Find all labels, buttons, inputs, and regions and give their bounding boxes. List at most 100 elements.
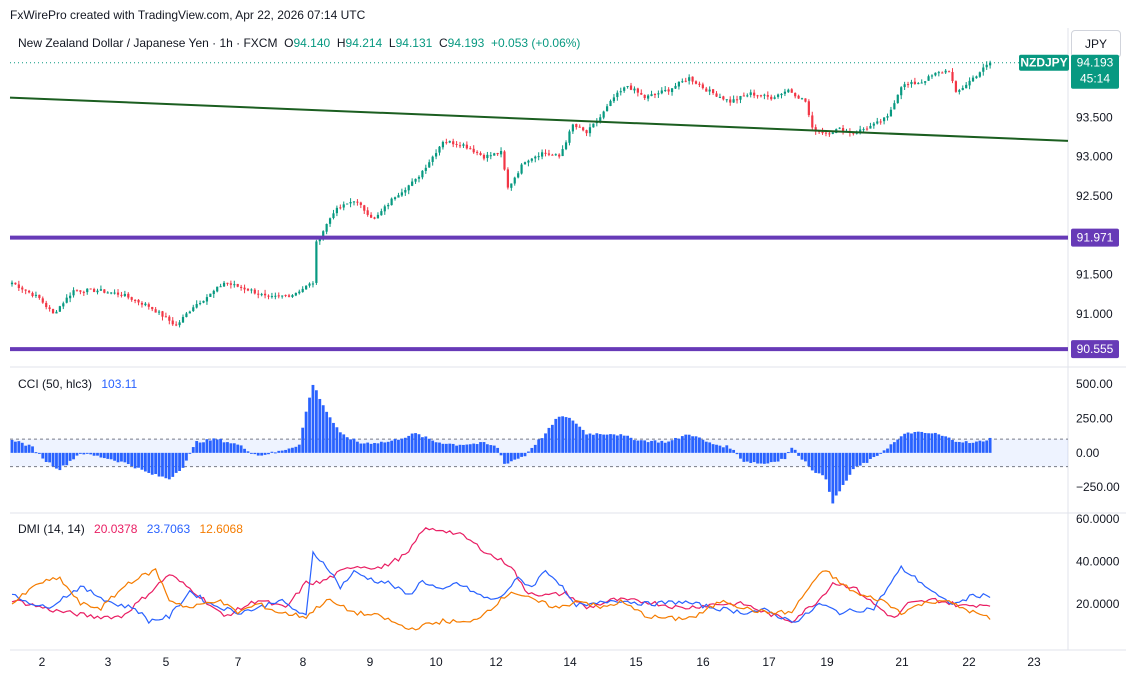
candle-body [404, 190, 407, 193]
cci-bar [479, 442, 482, 453]
cci-bar [674, 437, 677, 453]
cci-bar [226, 442, 229, 453]
cci-bar [595, 433, 599, 453]
cci-bar [352, 438, 356, 453]
candle-body [612, 97, 616, 102]
cci-bar [650, 440, 653, 453]
candle-body [373, 217, 376, 219]
cci-tick-label: 500.00 [1076, 377, 1113, 391]
candle-body [199, 303, 202, 305]
candle-body [397, 195, 400, 198]
cci-bar [215, 439, 219, 453]
candle-body [718, 96, 722, 98]
candle-body [120, 294, 123, 296]
cci-bar [633, 440, 636, 453]
candle-body [513, 177, 516, 184]
cci-bar [944, 436, 948, 453]
candle-body [58, 306, 61, 312]
candle-body [205, 297, 209, 302]
candle-body [301, 288, 304, 293]
cci-bar [571, 420, 575, 453]
candle-body [920, 82, 923, 84]
candle-body [424, 167, 427, 171]
candle-body [267, 295, 270, 297]
candle-body [281, 295, 284, 297]
candle-body [592, 123, 595, 128]
candle-body [691, 76, 694, 82]
cci-bar [27, 444, 31, 453]
candle-body [65, 297, 68, 303]
cci-bar [745, 452, 749, 462]
open-value: 94.140 [293, 36, 331, 50]
candle-body [486, 154, 489, 159]
cci-bar [79, 452, 82, 454]
candle-body [766, 95, 769, 97]
cci-bar [981, 441, 985, 453]
candle-body [623, 87, 626, 91]
x-tick-label: 19 [820, 655, 834, 669]
cci-bar [670, 440, 674, 453]
cci-bar [376, 443, 380, 453]
cci-bar [547, 427, 551, 453]
candle-body [342, 204, 345, 208]
cci-bar [906, 432, 910, 453]
cci-bar [896, 439, 900, 453]
cci-bar [434, 442, 438, 453]
x-tick-label: 3 [105, 655, 112, 669]
candle-body [489, 155, 492, 157]
cci-bar [578, 426, 582, 453]
candle-body [872, 123, 875, 126]
currency-label: JPY [1084, 37, 1107, 51]
cci-tick-label: −250.00 [1076, 480, 1120, 494]
candle-body [448, 141, 451, 143]
candle-body [883, 117, 886, 122]
candle-body [298, 291, 301, 294]
cci-bar [250, 452, 253, 454]
cci-bar [451, 443, 455, 453]
cci-bar [75, 452, 79, 456]
candle-body [971, 77, 975, 82]
cci-bar [851, 452, 855, 470]
candle-body [742, 95, 745, 97]
cci-bar [752, 452, 756, 463]
candle-body [151, 306, 154, 310]
candle-body [776, 94, 780, 97]
cci-bar [636, 440, 640, 453]
cci-bar [277, 450, 281, 453]
candle-body [335, 207, 338, 214]
cci-bar [660, 440, 664, 453]
candle-body [510, 183, 513, 188]
cci-bar [106, 452, 110, 459]
candle-body [609, 100, 612, 107]
candle-body [903, 84, 906, 88]
cci-bar [855, 452, 859, 467]
x-tick-label: 10 [429, 655, 443, 669]
cci-bar [920, 431, 924, 453]
candle-body [110, 292, 113, 294]
cci-bar [212, 438, 216, 453]
cci-bar [684, 434, 688, 453]
currency-selector[interactable]: JPY [1071, 30, 1121, 58]
cci-bar [51, 452, 55, 467]
cci-bar [708, 442, 712, 453]
cci-bar [872, 452, 876, 458]
level-tag: 90.555 [1077, 342, 1114, 356]
cci-bar [886, 448, 889, 453]
cci-bar [814, 452, 818, 473]
candle-body [924, 81, 927, 83]
candle-body [790, 89, 793, 93]
candle-body [24, 289, 27, 291]
candle-body [123, 293, 126, 296]
candle-body [10, 282, 14, 285]
candle-body [188, 311, 191, 314]
candle-body [21, 287, 24, 290]
cci-bar [985, 440, 989, 453]
price-tick-label: 91.500 [1076, 268, 1113, 282]
cci-bar [704, 441, 708, 453]
cci-bar [667, 441, 671, 453]
candle-body [797, 95, 800, 99]
cci-bar [61, 452, 65, 466]
candle-body [947, 71, 951, 73]
cci-bar [270, 451, 274, 453]
